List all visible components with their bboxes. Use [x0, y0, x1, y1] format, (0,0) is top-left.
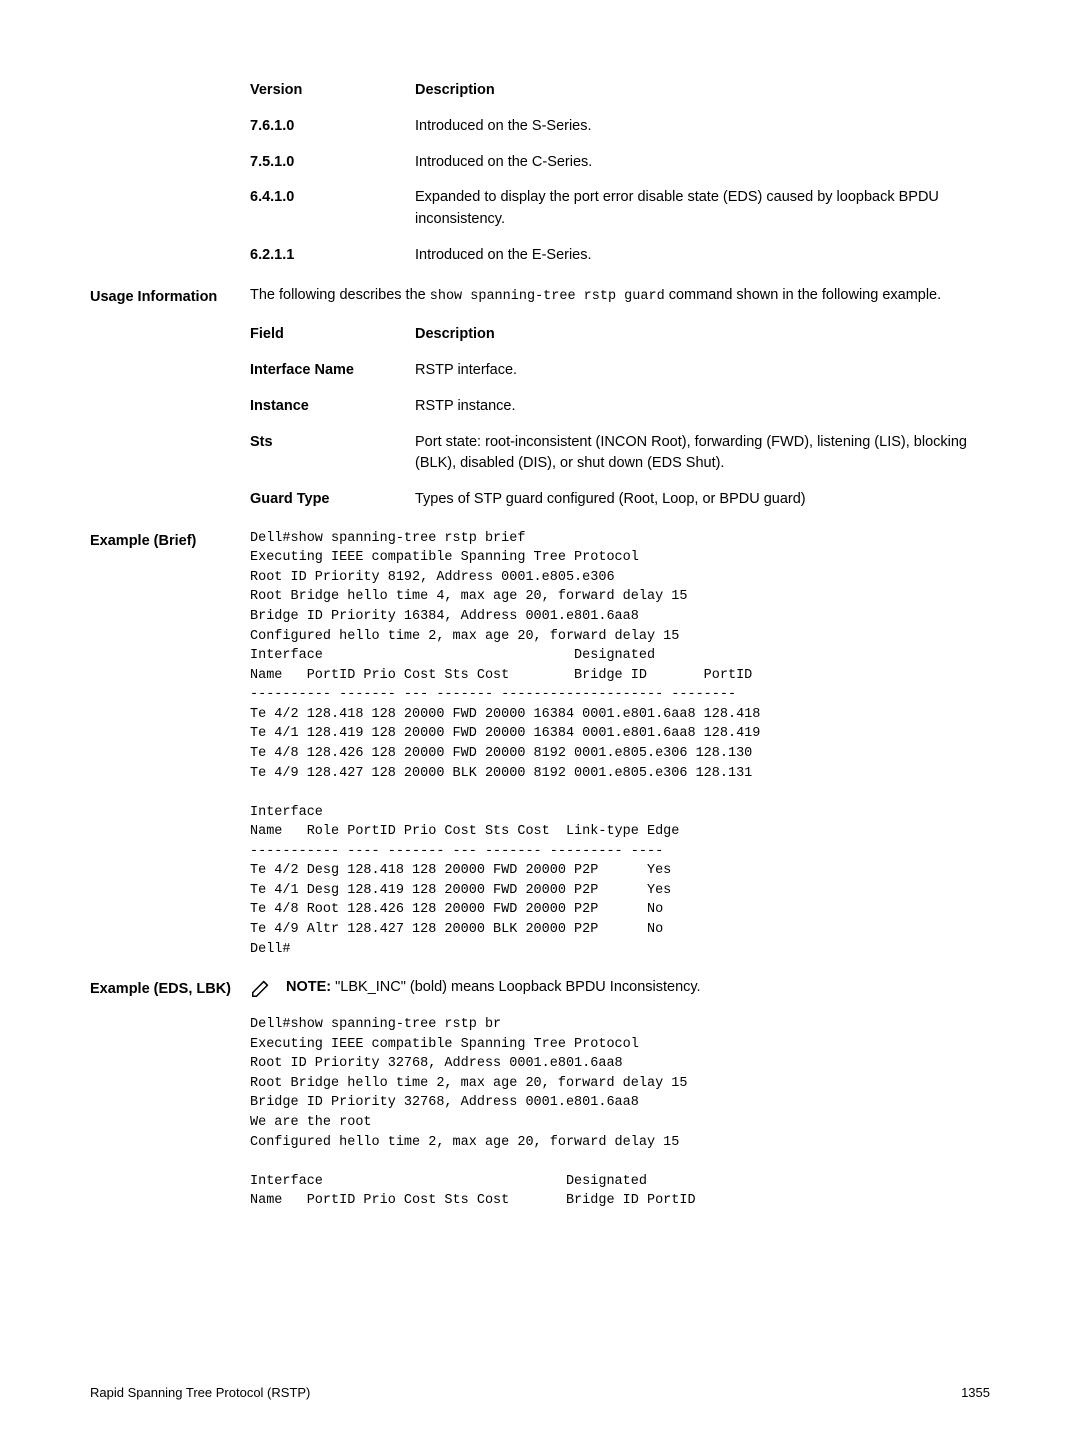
- col-header-description: Description: [415, 80, 990, 102]
- example-brief: Example (Brief) Dell#show spanning-tree …: [90, 529, 990, 959]
- version-cell: 7.5.1.0: [250, 152, 415, 174]
- field-cell: Guard Type: [250, 489, 415, 511]
- description-cell: Introduced on the C-Series.: [415, 152, 990, 174]
- intro-post: command shown in the following example.: [665, 287, 941, 303]
- description-cell: RSTP interface.: [415, 360, 990, 382]
- description-cell: Introduced on the S-Series.: [415, 116, 990, 138]
- version-cell: 6.4.1.0: [250, 187, 415, 231]
- version-table: Version Description 7.6.1.0 Introduced o…: [90, 80, 990, 267]
- col-header-version: Version: [250, 80, 415, 102]
- description-cell: Port state: root-inconsistent (INCON Roo…: [415, 432, 990, 476]
- field-cell: Instance: [250, 396, 415, 418]
- section-label: Usage Information: [90, 285, 250, 309]
- note-label: NOTE:: [286, 979, 335, 995]
- col-header-description: Description: [415, 324, 990, 346]
- footer-right: 1355: [961, 1383, 990, 1403]
- note-row: NOTE: "LBK_INC" (bold) means Loopback BP…: [250, 977, 990, 999]
- usage-intro: The following describes the show spannin…: [250, 285, 990, 309]
- code-block: Dell#show spanning-tree rstp brief Execu…: [250, 529, 990, 959]
- section-label: Example (EDS, LBK): [90, 977, 250, 1211]
- note-icon: [250, 977, 272, 999]
- example-eds-lbk: Example (EDS, LBK) NOTE: "LBK_INC" (bold…: [90, 977, 990, 1211]
- description-cell: Expanded to display the port error disab…: [415, 187, 990, 231]
- code-block: Dell#show spanning-tree rstp br Executin…: [250, 1015, 990, 1211]
- intro-pre: The following describes the: [250, 287, 430, 303]
- version-cell: 6.2.1.1: [250, 245, 415, 267]
- intro-code: show spanning-tree rstp guard: [430, 289, 665, 304]
- usage-information: Usage Information The following describe…: [90, 285, 990, 511]
- description-cell: Introduced on the E-Series.: [415, 245, 990, 267]
- col-header-field: Field: [250, 324, 415, 346]
- page-footer: Rapid Spanning Tree Protocol (RSTP) 1355: [90, 1383, 990, 1403]
- version-cell: 7.6.1.0: [250, 116, 415, 138]
- note-text: "LBK_INC" (bold) means Loopback BPDU Inc…: [335, 979, 700, 995]
- description-cell: RSTP instance.: [415, 396, 990, 418]
- field-cell: Sts: [250, 432, 415, 476]
- field-cell: Interface Name: [250, 360, 415, 382]
- description-cell: Types of STP guard configured (Root, Loo…: [415, 489, 990, 511]
- section-label: Example (Brief): [90, 529, 250, 959]
- note-text-wrap: NOTE: "LBK_INC" (bold) means Loopback BP…: [286, 977, 701, 999]
- footer-left: Rapid Spanning Tree Protocol (RSTP): [90, 1383, 310, 1403]
